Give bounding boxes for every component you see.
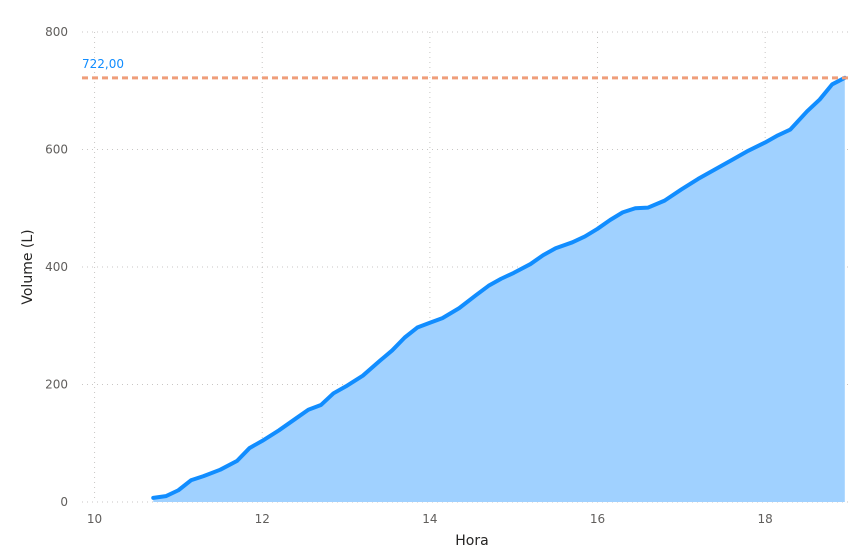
data-point bbox=[261, 440, 264, 442]
data-point bbox=[345, 385, 347, 388]
data-point bbox=[177, 489, 180, 492]
x-tick-label: 18 bbox=[758, 512, 773, 526]
data-point bbox=[747, 149, 750, 152]
data-point bbox=[429, 322, 431, 324]
data-point bbox=[202, 475, 205, 477]
data-point bbox=[190, 479, 192, 482]
y-tick-label: 0 bbox=[60, 495, 68, 509]
data-point bbox=[776, 134, 779, 137]
data-point bbox=[730, 159, 733, 161]
data-point bbox=[294, 417, 297, 420]
data-point bbox=[500, 277, 502, 280]
data-point bbox=[475, 294, 477, 297]
area-fill bbox=[153, 77, 845, 502]
data-point bbox=[391, 349, 393, 352]
data-point bbox=[714, 168, 716, 171]
data-point bbox=[236, 460, 238, 462]
data-point bbox=[512, 272, 515, 274]
data-point bbox=[542, 254, 544, 257]
y-axis-title: Volume (L) bbox=[20, 229, 36, 304]
x-tick-label: 16 bbox=[590, 512, 605, 526]
data-point bbox=[458, 307, 461, 309]
x-tick-label: 10 bbox=[87, 512, 102, 526]
data-point bbox=[362, 374, 364, 377]
y-tick-label: 800 bbox=[45, 25, 68, 39]
data-point bbox=[332, 392, 335, 395]
data-point bbox=[584, 235, 586, 238]
data-point bbox=[248, 447, 251, 449]
data-point bbox=[609, 219, 611, 221]
data-point bbox=[663, 199, 666, 202]
data-point bbox=[634, 207, 637, 210]
data-point bbox=[789, 128, 792, 131]
x-tick-label: 12 bbox=[255, 512, 270, 526]
data-point bbox=[441, 317, 444, 319]
data-point bbox=[621, 211, 624, 214]
data-point bbox=[487, 285, 490, 287]
data-point bbox=[529, 263, 532, 265]
data-point bbox=[403, 336, 406, 339]
series-area bbox=[151, 75, 847, 502]
data-point bbox=[416, 326, 419, 329]
y-tick-label: 200 bbox=[45, 378, 68, 392]
data-point bbox=[680, 188, 683, 191]
data-point bbox=[764, 141, 766, 144]
data-point bbox=[697, 178, 699, 180]
data-point bbox=[647, 206, 649, 209]
data-point bbox=[554, 247, 557, 249]
x-axis-ticks: 10 12 14 16 18 bbox=[87, 512, 773, 526]
data-point bbox=[596, 228, 599, 230]
reference-line-group: 722,00 bbox=[82, 57, 849, 80]
data-point bbox=[806, 110, 808, 113]
data-point bbox=[831, 83, 834, 86]
data-point bbox=[378, 360, 381, 362]
series-line bbox=[151, 75, 847, 500]
y-tick-label: 400 bbox=[45, 260, 68, 274]
data-point bbox=[571, 241, 574, 244]
y-tick-label: 600 bbox=[45, 143, 68, 157]
x-tick-label: 14 bbox=[422, 512, 437, 526]
data-point bbox=[278, 429, 280, 432]
x-axis-title: Hora bbox=[455, 533, 488, 549]
data-point bbox=[219, 468, 222, 471]
data-point bbox=[307, 408, 310, 411]
data-point bbox=[165, 495, 167, 497]
data-point bbox=[152, 497, 155, 499]
reference-line-label: 722,00 bbox=[82, 57, 124, 71]
data-point bbox=[320, 404, 322, 406]
data-point bbox=[818, 98, 821, 101]
y-axis-ticks: 0 200 400 600 800 bbox=[45, 25, 68, 509]
